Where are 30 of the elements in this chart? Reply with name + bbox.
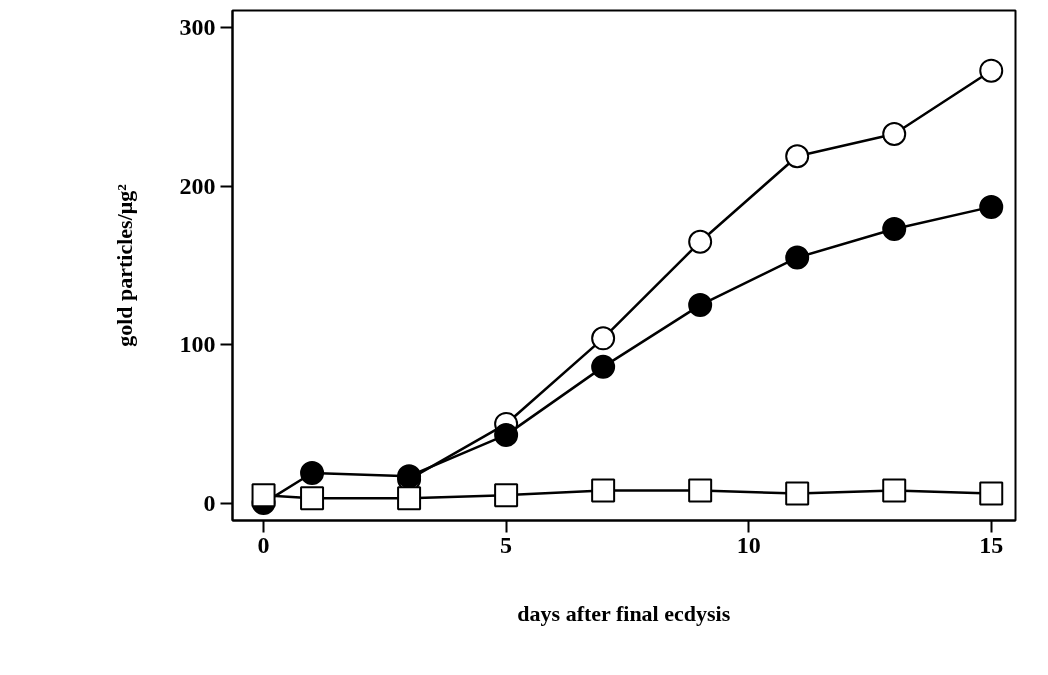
point [591,326,616,351]
x-axis-title: days after final ecdysis [517,600,731,626]
point [494,483,519,508]
y-tick-label: 100 [179,331,216,358]
point [979,481,1004,506]
y-tick-label: 0 [203,489,216,516]
point [882,122,907,147]
point [882,217,907,242]
x-tick-label: 15 [979,531,1004,558]
point [494,422,519,447]
point [688,229,713,254]
point [785,481,810,506]
point [300,486,325,511]
point [979,194,1004,219]
point [785,144,810,169]
y-tick-label: 300 [179,14,216,41]
point [785,245,810,270]
x-tick-label: 10 [736,531,761,558]
point [591,478,616,503]
y-tick-label: 200 [179,172,216,199]
point [688,478,713,503]
point [251,483,276,508]
x-tick-label: 0 [257,531,270,558]
point [397,486,422,511]
point [300,461,325,485]
point [688,293,713,318]
x-tick-label: 5 [500,531,513,558]
point [591,354,616,379]
y-axis-title: gold particles/μg² [111,183,137,347]
point [882,478,907,503]
